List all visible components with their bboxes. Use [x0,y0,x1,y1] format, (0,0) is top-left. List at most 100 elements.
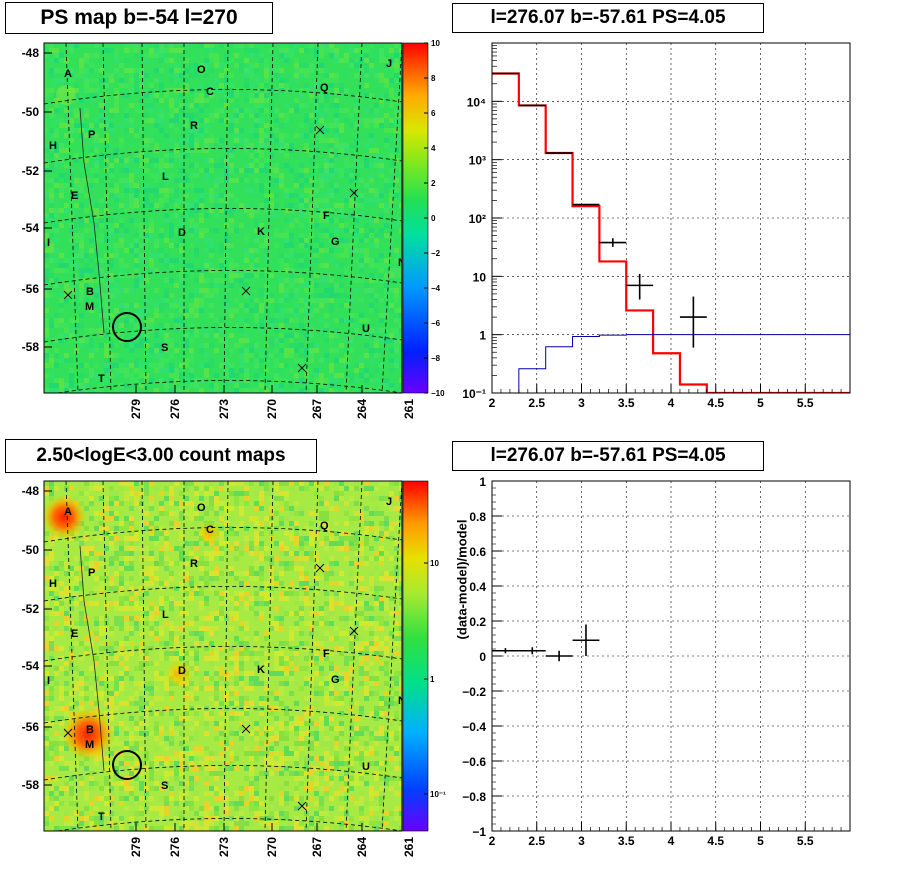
map-pixel [274,388,279,393]
map-pixel [84,73,89,78]
source-label-d: D [178,227,186,239]
map-pixel [44,148,49,153]
map-pixel [384,283,389,288]
map-pixel [159,78,164,83]
map-pixel [179,636,184,641]
map-pixel [294,716,299,721]
map-pixel [199,273,204,278]
map-pixel [254,746,259,751]
map-pixel [349,248,354,253]
map-pixel [74,621,79,626]
map-pixel [299,641,304,646]
map-pixel [104,168,109,173]
map-pixel [54,671,59,676]
map-pixel [339,253,344,258]
map-pixel [49,253,54,258]
map-pixel [314,113,319,118]
map-pixel [294,98,299,103]
map-pixel [144,661,149,666]
map-pixel [324,383,329,388]
map-pixel [304,213,309,218]
map-pixel [144,576,149,581]
map-pixel [239,511,244,516]
map-pixel [379,173,384,178]
map-pixel [369,616,374,621]
map-pixel [244,373,249,378]
map-pixel [399,228,402,233]
map-pixel [304,368,309,373]
map-pixel [89,546,94,551]
map-pixel [199,516,204,521]
map-pixel [379,273,384,278]
map-pixel [54,223,59,228]
map-pixel [284,333,289,338]
map-pixel [189,138,194,143]
map-pixel [204,368,209,373]
map-pixel [209,83,214,88]
map-pixel [114,53,119,58]
map-pixel [49,566,54,571]
map-pixel [104,193,109,198]
map-pixel [224,696,229,701]
map-pixel [169,546,174,551]
map-pixel [354,158,359,163]
map-pixel [54,168,59,173]
map-pixel [194,686,199,691]
map-pixel [134,701,139,706]
map-pixel [159,183,164,188]
map-pixel [174,368,179,373]
map-pixel [149,501,154,506]
map-pixel [199,496,204,501]
map-pixel [109,193,114,198]
map-pixel [239,711,244,716]
map-pixel [364,213,369,218]
map-pixel [179,213,184,218]
map-pixel [179,506,184,511]
map-pixel [379,233,384,238]
map-pixel [274,338,279,343]
map-pixel [154,486,159,491]
map-pixel [369,591,374,596]
map-pixel [44,248,49,253]
map-pixel [379,736,384,741]
map-pixel [114,661,119,666]
map-pixel [79,268,84,273]
map-pixel [124,671,129,676]
map-pixel [69,128,74,133]
map-pixel [239,696,244,701]
map-pixel [379,123,384,128]
map-pixel [44,631,49,636]
map-pixel [399,636,402,641]
map-pixel [304,526,309,531]
survey-boundary [79,107,105,334]
map-pixel [284,208,289,213]
map-pixel [374,616,379,621]
map-pixel [189,293,194,298]
map-pixel [389,248,394,253]
map-pixel [279,148,284,153]
map-pixel [374,526,379,531]
map-pixel [129,516,134,521]
map-pixel [289,223,294,228]
longitude-line [345,43,363,393]
map-pixel [309,651,314,656]
map-pixel [114,551,119,556]
map-pixel [239,596,244,601]
map-pixel [224,308,229,313]
map-pixel [354,108,359,113]
map-pixel [314,481,319,486]
map-pixel [259,98,264,103]
map-pixel [394,78,399,83]
map-pixel [289,248,294,253]
map-pixel [249,388,254,393]
map-pixel [109,353,114,358]
map-pixel [229,566,234,571]
map-pixel [339,591,344,596]
map-pixel [279,551,284,556]
map-pixel [44,253,49,258]
map-pixel [79,108,84,113]
map-pixel [384,481,389,486]
map-pixel [334,496,339,501]
map-pixel [144,303,149,308]
map-pixel [44,388,49,393]
